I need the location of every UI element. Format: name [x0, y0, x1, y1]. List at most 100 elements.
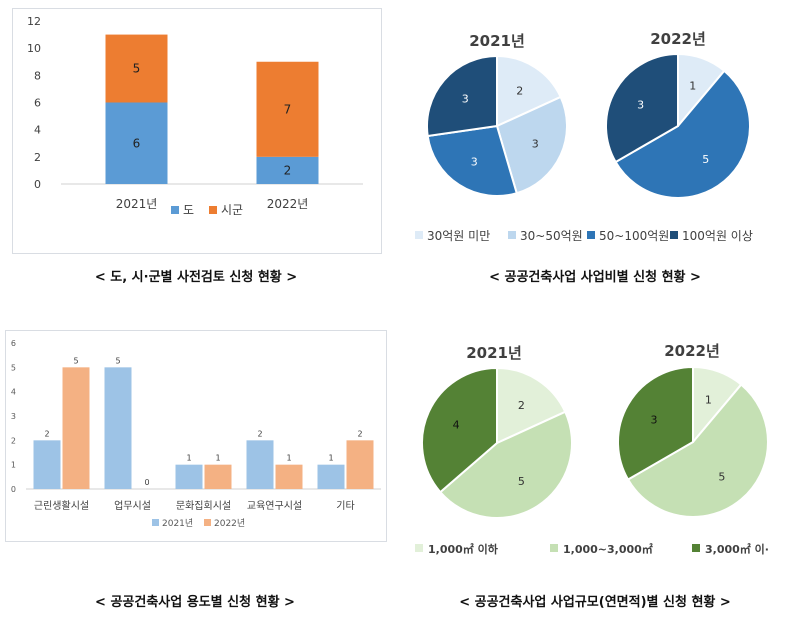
y-tick-label: 6 [11, 339, 16, 348]
bar-2022년 [204, 464, 232, 489]
pie-data-label: 3 [532, 137, 539, 150]
x-tick-label: 문화집회시설 [176, 500, 231, 512]
bar-2021년 [246, 440, 274, 489]
legend-label: 100억원 이상 [682, 229, 753, 243]
caption-size: < 공공건축사업 사업규모(연면적)별 신청 현황 > [459, 595, 731, 610]
legend-label: 1,000㎡ 이하 [428, 542, 499, 556]
y-tick-label: 4 [11, 388, 16, 397]
pie-2021-slice [426, 124, 518, 197]
pie-2021-slice [496, 54, 562, 128]
x-tick-label: 교육연구시설 [247, 500, 302, 512]
x-tick-label: 2021년 [116, 197, 158, 211]
legend-swatch [415, 231, 423, 239]
pie-data-label: 4 [453, 418, 460, 431]
legend-label-2021: 2021년 [162, 518, 193, 529]
data-label: 0 [144, 478, 149, 487]
legend-label-do: 도 [183, 203, 194, 217]
cost-pie-svg: 2021년 2022년 2 3 3 3 1 5 3 30억원 미만 30~50억원 50~100억원 1… [415, 30, 753, 243]
stacked-bar-chart: 0 2 4 6 8 10 12 6 5 2021년 2 7 2022년 도 시군 [27, 15, 363, 217]
y-tick-label: 2 [11, 436, 16, 445]
y-tick-label: 6 [34, 97, 41, 110]
pie-2022-slice [626, 383, 769, 518]
legend-swatch-sigun [209, 206, 217, 214]
y-tick-label: 0 [11, 485, 16, 494]
caption-usage: < 공공건축사업 용도별 신청 현황 > [95, 595, 295, 610]
pie-data-label: 2 [518, 399, 525, 412]
bar-sigun [105, 34, 168, 103]
caption-cost: < 공공건축사업 사업비별 신청 현황 > [489, 270, 701, 285]
y-tick-label: 5 [11, 363, 16, 372]
size-pie-charts: 2021년 2022년 2 5 4 1 5 3 1,000㎡ 이하 1,000~3,000㎡ 3,0… [405, 335, 795, 575]
data-label: 2 [284, 163, 292, 177]
legend-swatch [415, 544, 423, 552]
usage-bar-chart-frame: 0 1 2 3 4 5 6 2 5 근린생활시설 5 0 업무시설 1 1 문화집회시설 2 1 교육연구시설 1 2 기… [5, 330, 387, 542]
bar-2021년 [33, 440, 61, 489]
bar-do [256, 156, 319, 184]
legend-label-sigun: 시군 [221, 203, 243, 217]
x-tick-label: 2022년 [267, 197, 309, 211]
pie-data-label: 5 [718, 470, 725, 483]
data-label: 7 [284, 102, 292, 116]
legend-label: 3,000㎡ 이· [705, 542, 769, 556]
y-tick-label: 1 [11, 461, 16, 470]
pie-title: 2021년 [466, 344, 522, 362]
pie-data-label: 3 [651, 414, 658, 427]
x-tick-label: 근린생활시설 [34, 499, 89, 512]
data-label: 6 [133, 136, 141, 150]
pie-2021-slice [421, 366, 498, 494]
pie-data-label: 3 [637, 98, 644, 111]
pie-2022-slice [605, 52, 679, 164]
x-tick-label: 업무시설 [114, 499, 151, 512]
data-label: 2 [357, 429, 362, 438]
bar-do [105, 102, 168, 184]
bar-2022년 [275, 464, 303, 489]
data-label: 1 [286, 454, 291, 463]
bar-2022년 [346, 440, 374, 489]
data-label: 2 [44, 429, 49, 438]
legend-swatch-do [171, 206, 179, 214]
legend-label-2022: 2022년 [214, 518, 245, 529]
pie-2021-slice [496, 366, 567, 445]
usage-bar-chart: 0 1 2 3 4 5 6 2 5 근린생활시설 5 0 업무시설 1 1 문화집회시설 2 1 교육연구시설 1 2 기… [11, 339, 381, 529]
y-tick-label: 10 [27, 42, 41, 55]
size-pie-svg: 2021년 2022년 2 5 4 1 5 3 1,000㎡ 이하 1,000~3,000㎡ 3,0… [415, 342, 769, 556]
data-label: 1 [328, 454, 333, 463]
legend-swatch-2021 [152, 519, 159, 526]
pie-2022-slice [617, 365, 694, 481]
bar-2021년 [104, 367, 132, 489]
data-label: 5 [73, 356, 78, 365]
legend-label: 30~50억원 [520, 229, 583, 243]
pie-data-label: 1 [689, 79, 696, 92]
data-label: 5 [115, 356, 120, 365]
cost-pie-charts: 2021년 2022년 2 3 3 3 1 5 3 30억원 미만 30~50억원 50~100억원 1… [405, 20, 795, 255]
pie-title: 2022년 [664, 342, 720, 360]
y-tick-label: 4 [34, 124, 41, 137]
data-label: 1 [215, 454, 220, 463]
pie-data-label: 3 [471, 155, 478, 168]
pie-data-label: 5 [518, 475, 525, 488]
data-label: 1 [186, 454, 191, 463]
y-tick-label: 0 [34, 178, 41, 191]
bar-2021년 [317, 464, 345, 489]
legend-swatch [550, 544, 558, 552]
legend-swatch [587, 231, 595, 239]
legend-label: 50~100억원 [599, 229, 669, 243]
pie-title: 2022년 [650, 30, 706, 48]
bar-2021년 [175, 464, 203, 489]
legend-label: 1,000~3,000㎡ [563, 542, 653, 556]
y-tick-label: 3 [11, 412, 16, 421]
bar-2022년 [62, 367, 90, 489]
y-tick-label: 2 [34, 151, 41, 164]
pie-data-label: 5 [702, 153, 709, 166]
legend-swatch [692, 544, 700, 552]
pie-2021-slice [426, 54, 498, 138]
pie-data-label: 1 [705, 394, 712, 407]
pie-2021-slice [495, 95, 568, 195]
pie-2022-slice [614, 69, 751, 199]
legend-label: 30억원 미만 [427, 229, 490, 243]
bar-sigun [256, 61, 319, 157]
data-label: 5 [133, 62, 141, 76]
stacked-bar-chart-frame: 0 2 4 6 8 10 12 6 5 2021년 2 7 2022년 도 시군 [12, 8, 382, 254]
caption-stacked: < 도, 시·군별 사전검토 신청 현황 > [94, 270, 298, 285]
pie-2021-slice [438, 410, 573, 519]
